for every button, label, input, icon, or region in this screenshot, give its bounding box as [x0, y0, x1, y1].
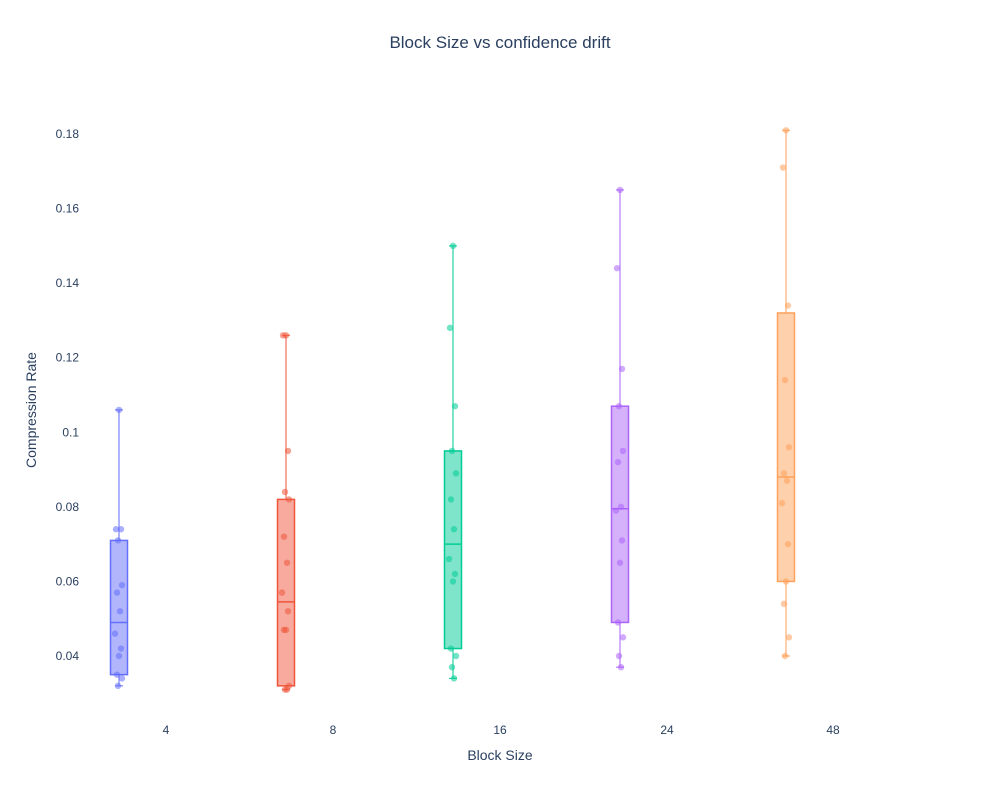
data-point [615, 402, 623, 410]
data-point [115, 406, 123, 414]
y-tick-label: 0.14 [56, 276, 80, 290]
x-axis-ticks: 4 8 16 24 48 [163, 723, 840, 737]
x-tick-label: 8 [330, 723, 337, 737]
y-tick-label: 0.1 [62, 425, 79, 439]
data-point [283, 686, 291, 693]
data-point [785, 444, 793, 451]
data-point [451, 570, 459, 578]
data-point [445, 555, 453, 563]
data-point [113, 589, 121, 596]
y-tick-label: 0.08 [56, 500, 80, 514]
data-point [615, 652, 623, 660]
data-point [113, 671, 121, 678]
data-point [447, 496, 455, 503]
data-point [118, 581, 126, 589]
data-point [114, 682, 122, 690]
box-series-48 [776, 127, 796, 660]
data-point [614, 458, 622, 466]
data-point [112, 526, 120, 533]
data-point [279, 332, 287, 339]
data-point [783, 477, 791, 484]
data-point [778, 499, 786, 507]
data-point [612, 507, 620, 514]
data-point [616, 186, 624, 194]
x-axis-title: Block Size [467, 747, 533, 763]
data-point [452, 470, 460, 477]
data-point [117, 526, 125, 533]
box-iqr [610, 405, 630, 624]
data-point [782, 578, 790, 585]
data-point [614, 619, 622, 626]
data-point [780, 470, 788, 477]
data-point [449, 242, 457, 250]
data-point [619, 634, 627, 641]
data-point [616, 559, 624, 566]
data-point [281, 488, 289, 496]
data-point [115, 652, 123, 660]
y-axis-title: Compression Rate [23, 352, 39, 468]
data-point [781, 376, 789, 384]
box-series-8 [276, 332, 296, 693]
data-point [784, 302, 792, 309]
data-point [448, 447, 456, 455]
chart-title: Block Size vs confidence drift [389, 33, 611, 52]
data-point [619, 447, 627, 455]
y-axis-ticks: 0.04 0.06 0.08 0.1 0.12 0.14 0.16 0.18 [56, 127, 80, 663]
data-point [779, 164, 787, 171]
box-iqr [443, 450, 463, 650]
data-point [618, 365, 626, 373]
data-point [450, 675, 458, 682]
box-series-group [109, 127, 796, 693]
data-point [283, 559, 291, 566]
data-point [618, 537, 626, 544]
y-tick-label: 0.16 [56, 202, 80, 216]
data-point [446, 324, 454, 332]
data-point [116, 608, 124, 615]
data-point [451, 402, 459, 410]
data-point [114, 537, 122, 544]
data-point [780, 600, 788, 607]
box-series-24 [610, 186, 630, 671]
box-series-4 [109, 406, 129, 690]
data-point [280, 626, 288, 634]
data-point [785, 634, 793, 641]
data-point [613, 265, 621, 272]
y-tick-label: 0.04 [56, 649, 80, 663]
box-series-16 [443, 242, 463, 682]
data-point [284, 608, 292, 615]
data-point [117, 645, 125, 652]
data-point [111, 630, 119, 637]
y-tick-label: 0.12 [56, 351, 80, 365]
data-point [617, 663, 625, 671]
y-tick-label: 0.06 [56, 574, 80, 588]
data-point [617, 503, 625, 511]
data-point [784, 540, 792, 548]
data-point [448, 663, 456, 671]
data-point [781, 652, 789, 660]
x-tick-label: 24 [660, 723, 674, 737]
x-tick-label: 4 [163, 723, 170, 737]
data-point [280, 533, 288, 540]
data-point [285, 496, 293, 503]
data-point [450, 526, 458, 533]
x-tick-label: 48 [826, 723, 840, 737]
x-tick-label: 16 [493, 723, 507, 737]
data-point [449, 578, 457, 585]
data-point [782, 127, 790, 134]
data-point [284, 447, 292, 455]
data-point [278, 589, 286, 596]
data-point [447, 645, 455, 652]
y-tick-label: 0.18 [56, 127, 80, 141]
data-point [452, 652, 460, 660]
data-point [118, 675, 126, 682]
